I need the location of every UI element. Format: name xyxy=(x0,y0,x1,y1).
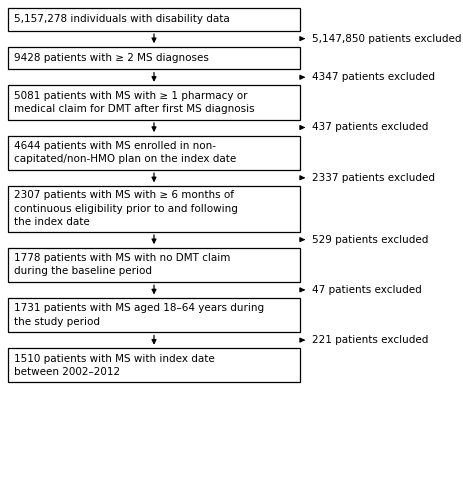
Text: 5081 patients with MS with ≥ 1 pharmacy or
medical claim for DMT after first MS : 5081 patients with MS with ≥ 1 pharmacy … xyxy=(14,91,254,114)
Bar xyxy=(8,46,300,69)
Text: 4644 patients with MS enrolled in non-
capitated/non-HMO plan on the index date: 4644 patients with MS enrolled in non- c… xyxy=(14,141,236,164)
Bar xyxy=(8,348,300,382)
Text: 1778 patients with MS with no DMT claim
during the baseline period: 1778 patients with MS with no DMT claim … xyxy=(14,253,230,276)
Text: 1731 patients with MS aged 18–64 years during
the study period: 1731 patients with MS aged 18–64 years d… xyxy=(14,304,263,326)
Text: 5,147,850 patients excluded: 5,147,850 patients excluded xyxy=(311,34,461,43)
Text: 437 patients excluded: 437 patients excluded xyxy=(311,122,427,132)
Bar xyxy=(8,85,300,119)
Bar xyxy=(8,298,300,332)
Text: 529 patients excluded: 529 patients excluded xyxy=(311,234,427,244)
Text: 1510 patients with MS with index date
between 2002–2012: 1510 patients with MS with index date be… xyxy=(14,354,214,377)
Text: 47 patients excluded: 47 patients excluded xyxy=(311,285,421,295)
Text: 9428 patients with ≥ 2 MS diagnoses: 9428 patients with ≥ 2 MS diagnoses xyxy=(14,53,208,63)
Text: 2307 patients with MS with ≥ 6 months of
continuous eligibility prior to and fol: 2307 patients with MS with ≥ 6 months of… xyxy=(14,190,238,227)
Text: 2337 patients excluded: 2337 patients excluded xyxy=(311,173,434,182)
Text: 221 patients excluded: 221 patients excluded xyxy=(311,335,427,345)
Bar xyxy=(8,248,300,282)
Bar xyxy=(8,136,300,170)
Text: 4347 patients excluded: 4347 patients excluded xyxy=(311,72,434,82)
Bar xyxy=(8,8,300,30)
Text: 5,157,278 individuals with disability data: 5,157,278 individuals with disability da… xyxy=(14,14,229,24)
Bar xyxy=(8,186,300,232)
